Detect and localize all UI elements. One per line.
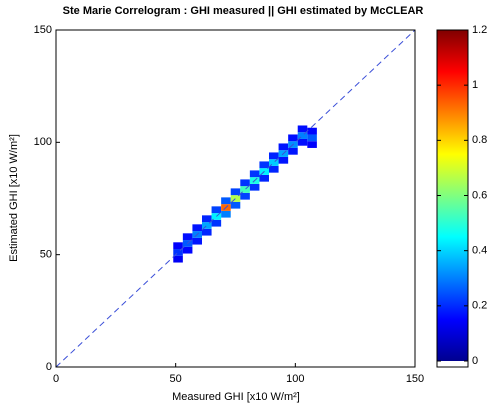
colorbar-tick-label: 0 (472, 355, 478, 367)
density-cell (201, 228, 212, 236)
density-cell (259, 174, 270, 182)
colorbar-tick-label: 1 (472, 79, 478, 91)
x-tick-label: 100 (286, 373, 304, 385)
density-cell (221, 210, 231, 218)
y-axis-label: Estimated GHI [x10 W/m²] (8, 134, 20, 262)
colorbar-low (437, 361, 468, 367)
density-cell (173, 255, 183, 263)
colorbar-tick-label: 0.8 (472, 134, 487, 146)
density-cell (192, 224, 202, 232)
density-cell (259, 161, 270, 169)
density-cell (192, 237, 202, 245)
colorbar (437, 30, 468, 361)
density-cell (211, 206, 222, 214)
colorbar-frame (436, 29, 469, 368)
density-cell (182, 246, 193, 254)
density-cell (307, 127, 317, 135)
x-tick-label: 150 (406, 373, 424, 385)
x-tick-label: 50 (170, 373, 182, 385)
density-cell (288, 134, 298, 142)
density-cell (182, 233, 193, 241)
density-cell (307, 141, 317, 148)
density-cell (278, 143, 289, 151)
density-cell (297, 138, 308, 146)
density-cell (288, 147, 298, 155)
density-cell (240, 179, 250, 187)
density-cell (297, 132, 308, 139)
density-cell (230, 201, 241, 209)
density-cell (269, 159, 279, 166)
density-cell (230, 188, 241, 196)
colorbar-tick-label: 1.2 (472, 24, 487, 36)
y-tick-label: 50 (40, 249, 52, 261)
x-tick-label: 0 (53, 373, 59, 385)
density-cell (211, 213, 222, 220)
colorbar-tick-label: 0.4 (472, 245, 487, 257)
density-cell (307, 134, 317, 142)
density-cell (269, 165, 279, 173)
chart-title: Ste Marie Correlogram : GHI measured || … (63, 5, 424, 17)
density-cell (278, 156, 289, 164)
density-cell (269, 152, 279, 160)
density-cell (221, 197, 231, 205)
y-tick-label: 100 (34, 136, 52, 148)
density-cell (249, 183, 260, 191)
density-cell (201, 222, 212, 229)
density-cell (240, 186, 250, 193)
reference-line (55, 29, 416, 368)
colorbar-tick-label: 0.2 (472, 300, 487, 312)
density-cell (240, 192, 250, 200)
x-axis-label: Measured GHI [x10 W/m²] (172, 391, 300, 403)
density-cell (249, 170, 260, 178)
density-cell (173, 242, 183, 250)
density-cell (173, 249, 183, 256)
density-cell (201, 215, 212, 223)
density-cell (211, 219, 222, 227)
density-cell (297, 125, 308, 133)
y-tick-label: 0 (46, 361, 52, 373)
density-cell (230, 195, 241, 202)
colorbar-tick-label: 0.6 (472, 189, 487, 201)
y-tick-label: 150 (34, 24, 52, 36)
plot-frame (55, 29, 416, 368)
